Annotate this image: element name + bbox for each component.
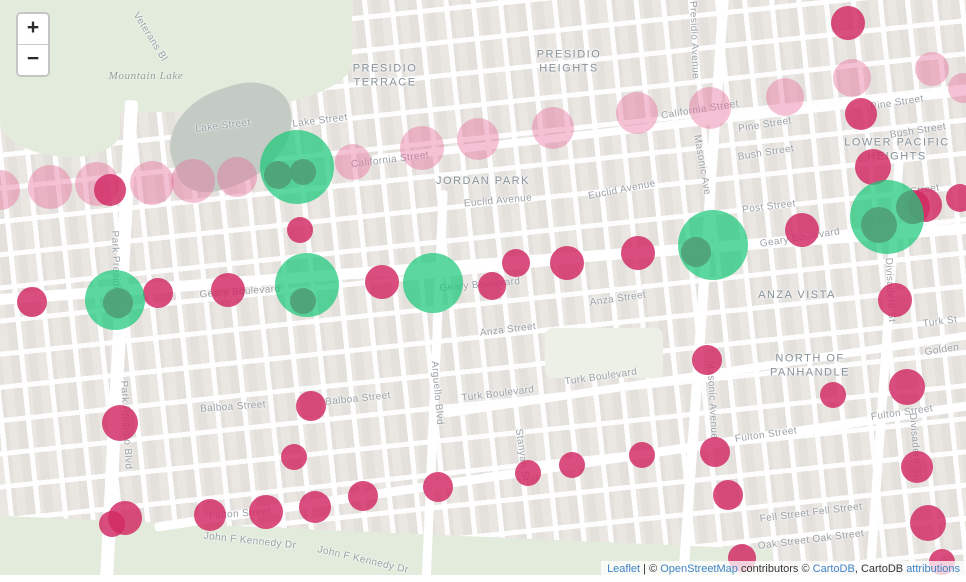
marker-circle-dark[interactable] bbox=[831, 6, 865, 40]
marker-circle-dark[interactable] bbox=[299, 491, 331, 523]
marker-circle-light[interactable] bbox=[616, 92, 658, 134]
marker-circle-light[interactable] bbox=[532, 107, 574, 149]
marker-circle-dark[interactable] bbox=[713, 480, 743, 510]
marker-circle-green[interactable] bbox=[85, 270, 145, 330]
marker-circle-dark[interactable] bbox=[94, 174, 126, 206]
attribution-bar: Leaflet | © OpenStreetMap contributors ©… bbox=[601, 561, 966, 578]
marker-circle-dark[interactable] bbox=[365, 265, 399, 299]
marker-circle-light[interactable] bbox=[948, 73, 966, 103]
water-label: Mountain Lake bbox=[108, 70, 184, 82]
marker-circle-light[interactable] bbox=[833, 59, 871, 97]
marker-circle-green[interactable] bbox=[260, 130, 334, 204]
marker-circle-dark[interactable] bbox=[194, 499, 226, 531]
marker-circle-dark[interactable] bbox=[946, 184, 966, 212]
marker-circle-light[interactable] bbox=[217, 157, 257, 197]
marker-circle-dark[interactable] bbox=[621, 236, 655, 270]
marker-circle-dark[interactable] bbox=[785, 213, 819, 247]
marker-circle-dark[interactable] bbox=[502, 249, 530, 277]
marker-circle-dark[interactable] bbox=[820, 382, 846, 408]
marker-circle-green[interactable] bbox=[678, 210, 748, 280]
marker-circle-dark[interactable] bbox=[845, 98, 877, 130]
marker-circle-green[interactable] bbox=[275, 253, 339, 317]
usf-campus-area bbox=[545, 328, 663, 378]
district-label: ANZA VISTA bbox=[758, 289, 836, 302]
marker-circle-dark[interactable] bbox=[478, 272, 506, 300]
marker-circle-dark[interactable] bbox=[629, 442, 655, 468]
district-label: LOWER PACIFIC HEIGHTS bbox=[844, 136, 950, 162]
map-bottom-edge bbox=[0, 575, 966, 582]
marker-circle-dark[interactable] bbox=[889, 369, 925, 405]
marker-circle-dark[interactable] bbox=[700, 437, 730, 467]
marker-circle-dark[interactable] bbox=[692, 345, 722, 375]
attribution-text: , CartoDB bbox=[854, 563, 907, 575]
district-label: JORDAN PARK bbox=[436, 175, 530, 188]
attribution-link[interactable]: Leaflet bbox=[607, 563, 641, 575]
marker-circle-dark[interactable] bbox=[102, 405, 138, 441]
marker-circle-dark[interactable] bbox=[17, 287, 47, 317]
marker-circle-dark[interactable] bbox=[296, 391, 326, 421]
marker-circle-green[interactable] bbox=[850, 180, 924, 254]
attribution-text: | © bbox=[640, 563, 661, 575]
attribution-link[interactable]: CartoDB bbox=[812, 563, 855, 575]
marker-circle-light[interactable] bbox=[766, 78, 804, 116]
zoom-out-button[interactable]: − bbox=[18, 45, 48, 75]
marker-circle-dark[interactable] bbox=[878, 283, 912, 317]
marker-circle-light[interactable] bbox=[335, 144, 371, 180]
marker-circle-light[interactable] bbox=[130, 161, 174, 205]
zoom-control: + − bbox=[16, 12, 50, 77]
attribution-link[interactable]: OpenStreetMap bbox=[660, 563, 738, 575]
marker-circle-dark[interactable] bbox=[423, 472, 453, 502]
district-label: PRESIDIO HEIGHTS bbox=[536, 48, 602, 74]
zoom-in-button[interactable]: + bbox=[18, 14, 48, 45]
marker-circle-dark[interactable] bbox=[99, 511, 125, 537]
marker-circle-light[interactable] bbox=[400, 126, 444, 170]
attribution-text: contributors © bbox=[737, 563, 813, 575]
marker-circle-light[interactable] bbox=[689, 87, 731, 129]
marker-circle-green[interactable] bbox=[403, 253, 463, 313]
district-label: PRESIDIO TERRACE bbox=[352, 62, 418, 88]
marker-circle-dark[interactable] bbox=[901, 451, 933, 483]
marker-circle-dark[interactable] bbox=[249, 495, 283, 529]
district-label: NORTH OF PANHANDLE bbox=[770, 352, 850, 378]
marker-circle-dark[interactable] bbox=[515, 460, 541, 486]
marker-circle-dark[interactable] bbox=[348, 481, 378, 511]
marker-circle-light[interactable] bbox=[171, 159, 215, 203]
marker-circle-light[interactable] bbox=[28, 165, 72, 209]
marker-circle-dark[interactable] bbox=[910, 505, 946, 541]
presidio-park-area bbox=[0, 0, 352, 112]
marker-circle-dark[interactable] bbox=[550, 246, 584, 280]
marker-circle-dark[interactable] bbox=[211, 273, 245, 307]
marker-circle-dark[interactable] bbox=[855, 149, 891, 185]
marker-circle-dark[interactable] bbox=[559, 452, 585, 478]
marker-circle-light[interactable] bbox=[457, 118, 499, 160]
marker-circle-light[interactable] bbox=[0, 170, 20, 210]
marker-circle-dark[interactable] bbox=[143, 278, 173, 308]
marker-circle-dark[interactable] bbox=[287, 217, 313, 243]
marker-circle-dark[interactable] bbox=[281, 444, 307, 470]
marker-circle-light[interactable] bbox=[915, 52, 949, 86]
attribution-link[interactable]: attributions bbox=[906, 563, 960, 575]
